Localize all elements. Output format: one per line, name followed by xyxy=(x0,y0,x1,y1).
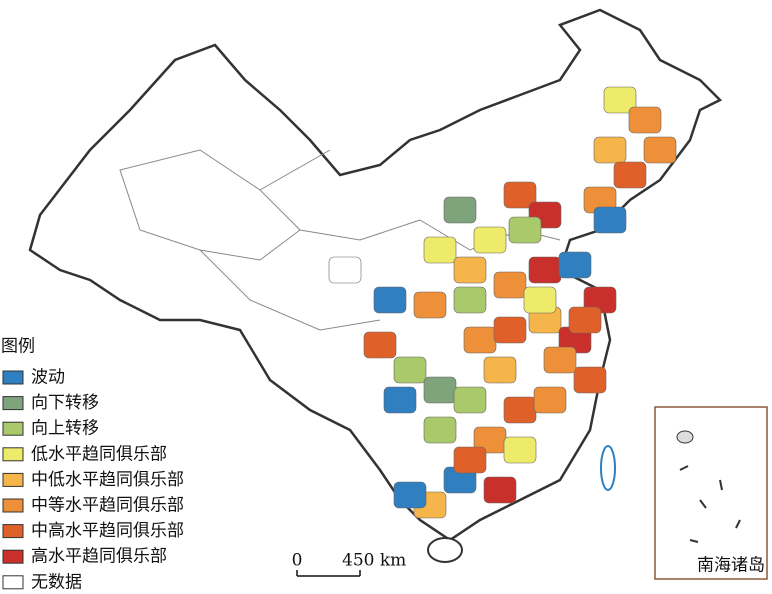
region-patch xyxy=(453,256,487,284)
legend-swatch xyxy=(2,549,24,564)
region-patch xyxy=(528,256,562,284)
legend-label: 中低水平趋同俱乐部 xyxy=(31,470,184,490)
region-patch xyxy=(493,271,527,299)
legend-swatch xyxy=(2,421,24,436)
region-patch xyxy=(453,286,487,314)
region-patch xyxy=(393,481,427,509)
legend-label: 无数据 xyxy=(31,572,82,592)
region-patch xyxy=(443,196,477,224)
region-patch xyxy=(503,396,537,424)
region-patch xyxy=(508,216,542,244)
region-patches xyxy=(328,86,677,519)
region-patch xyxy=(373,286,407,314)
region-patch xyxy=(613,161,647,189)
region-patch xyxy=(383,386,417,414)
region-patch xyxy=(393,356,427,384)
legend-swatch xyxy=(2,524,24,539)
legend-swatch xyxy=(2,396,24,411)
region-patch xyxy=(493,316,527,344)
region-patch xyxy=(423,416,457,444)
legend-swatch xyxy=(2,472,24,487)
region-patch xyxy=(503,181,537,209)
region-patch xyxy=(483,476,517,504)
region-patch xyxy=(328,256,362,284)
legend-swatch xyxy=(2,498,24,513)
region-patch xyxy=(573,366,607,394)
scale-end: 450 km xyxy=(342,551,406,571)
legend: 图例 波动向下转移向上转移低水平趋同俱乐部中低水平趋同俱乐部中等水平趋同俱乐部中… xyxy=(1,337,184,593)
legend-swatch xyxy=(2,575,24,590)
legend-label: 中等水平趋同俱乐部 xyxy=(31,496,184,516)
legend-label: 向下转移 xyxy=(31,393,99,413)
legend-label: 低水平趋同俱乐部 xyxy=(31,444,167,464)
legend-swatch xyxy=(2,370,24,385)
legend-label: 波动 xyxy=(31,368,65,388)
region-patch xyxy=(453,386,487,414)
region-patch xyxy=(523,286,557,314)
region-patch xyxy=(643,136,677,164)
region-patch xyxy=(543,346,577,374)
legend-label: 中高水平趋同俱乐部 xyxy=(31,521,184,541)
region-patch xyxy=(363,331,397,359)
region-patch xyxy=(503,436,537,464)
region-patch xyxy=(473,226,507,254)
legend-label: 高水平趋同俱乐部 xyxy=(31,547,167,567)
inset-label: 南海诸岛 xyxy=(697,556,765,576)
region-patch xyxy=(453,446,487,474)
region-patch xyxy=(558,251,592,279)
region-patch xyxy=(593,206,627,234)
region-patch xyxy=(423,376,457,404)
region-patch xyxy=(603,86,637,114)
region-patch xyxy=(568,306,602,334)
region-patch xyxy=(533,386,567,414)
legend-label: 向上转移 xyxy=(31,419,99,439)
legend-title: 图例 xyxy=(1,337,35,357)
region-patch xyxy=(423,236,457,264)
region-patch xyxy=(593,136,627,164)
scale-bar: 0 450 km xyxy=(292,551,406,577)
inset: 南海诸岛 xyxy=(654,406,768,580)
legend-swatch xyxy=(2,447,24,462)
region-patch xyxy=(483,356,517,384)
region-patch xyxy=(413,291,447,319)
region-patch xyxy=(463,326,497,354)
scale-start: 0 xyxy=(292,551,303,571)
region-patch xyxy=(628,106,662,134)
